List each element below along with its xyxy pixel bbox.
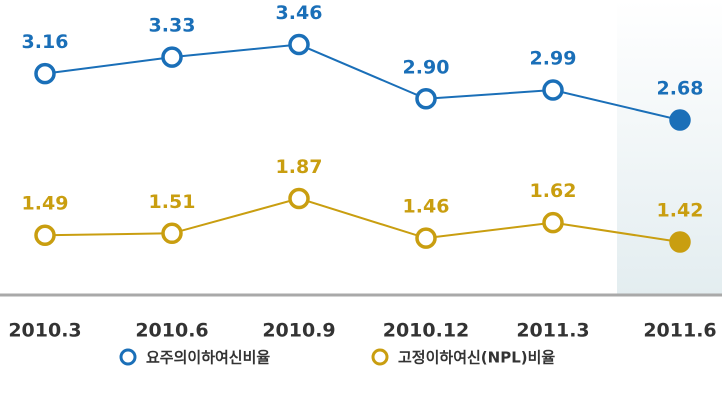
point	[34, 62, 56, 85]
data-label: 1.46	[403, 196, 450, 218]
data-label: 3.33	[149, 15, 196, 37]
data-label: 1.49	[22, 193, 69, 215]
point	[542, 79, 564, 101]
point	[161, 222, 183, 245]
legend-marker	[119, 348, 137, 366]
x-tick-label: 2010.12	[383, 320, 470, 342]
x-tick-label: 2011.6	[643, 320, 716, 342]
point	[288, 33, 310, 56]
point	[669, 231, 691, 253]
data-label: 1.42	[657, 200, 704, 222]
data-label: 1.62	[530, 180, 577, 202]
point	[288, 187, 310, 210]
point	[415, 227, 437, 249]
series-line	[44, 43, 681, 122]
legend-marker	[371, 348, 389, 366]
point	[161, 46, 183, 68]
data-label: 3.46	[276, 2, 323, 24]
x-tick-label: 2010.3	[8, 320, 81, 342]
data-label: 2.68	[657, 78, 704, 100]
x-tick-label: 2010.9	[262, 320, 335, 342]
legend-label: 고정이하여신(NPL)비율	[398, 349, 555, 367]
data-label: 1.87	[276, 156, 323, 178]
data-label: 2.90	[403, 56, 450, 78]
highlight-band	[617, 0, 722, 295]
data-label: 2.99	[530, 48, 577, 70]
point	[34, 224, 56, 246]
legend-label: 요주의이하여신비율	[146, 349, 270, 367]
data-label: 1.51	[149, 191, 196, 213]
data-label: 3.16	[22, 31, 69, 53]
point	[542, 211, 564, 234]
series-line	[44, 197, 681, 244]
point	[415, 88, 437, 110]
x-tick-label: 2011.3	[516, 320, 589, 342]
x-tick-label: 2010.6	[135, 320, 208, 342]
point	[669, 109, 691, 131]
